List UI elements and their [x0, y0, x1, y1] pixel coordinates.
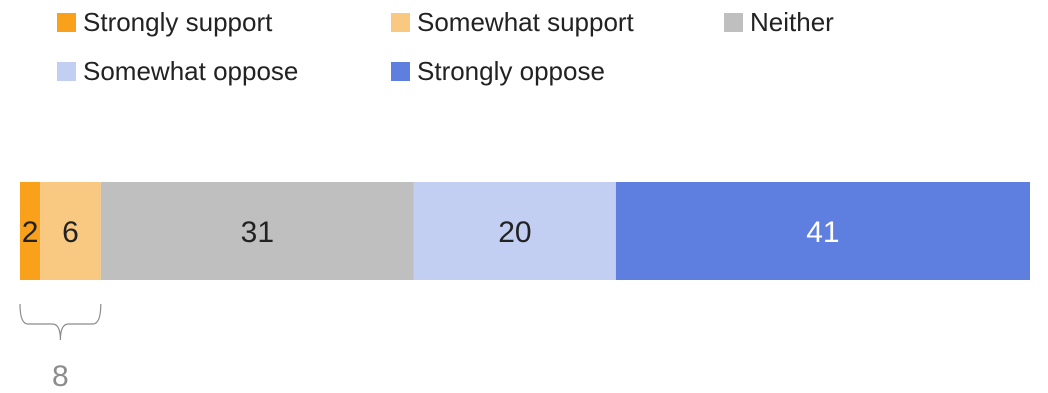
- legend-item-strongly-support: Strongly support: [57, 7, 273, 37]
- bar-segment-somewhat-support: [40, 182, 101, 280]
- legend-label-somewhat-support: Somewhat support: [417, 7, 635, 37]
- data-label-neither: 31: [241, 216, 274, 249]
- legend-label-strongly-oppose: Strongly oppose: [417, 56, 605, 86]
- bar-segment-neither: [100, 182, 414, 280]
- legend-item-neither: Neither: [724, 7, 834, 37]
- segment-value-labels: 2 6 31 20 41: [22, 216, 840, 249]
- legend-item-strongly-oppose: Strongly oppose: [391, 56, 605, 86]
- sum-bracket-annotation: 8: [19, 303, 102, 393]
- data-label-strongly-oppose: 41: [806, 216, 839, 249]
- chart-legend: Strongly support Somewhat support Neither S…: [57, 7, 834, 86]
- bar-segment-somewhat-oppose: [413, 182, 616, 280]
- bracket-sum-label: 8: [52, 360, 69, 393]
- data-label-somewhat-support: 6: [62, 216, 79, 249]
- data-label-strongly-support: 2: [22, 216, 39, 249]
- bar-segment-strongly-support: [20, 182, 41, 280]
- legend-label-neither: Neither: [750, 7, 834, 37]
- legend-swatch-somewhat-oppose: [57, 62, 76, 81]
- legend-swatch-somewhat-support: [391, 13, 410, 32]
- legend-swatch-strongly-support: [57, 13, 76, 32]
- legend-item-somewhat-oppose: Somewhat oppose: [57, 56, 298, 86]
- legend-swatch-strongly-oppose: [391, 62, 410, 81]
- bar-segment-strongly-oppose: [615, 182, 1030, 280]
- bar-segments: [20, 182, 1030, 280]
- legend-item-somewhat-support: Somewhat support: [391, 7, 635, 37]
- data-label-somewhat-oppose: 20: [498, 216, 531, 249]
- legend-label-strongly-support: Strongly support: [83, 7, 273, 37]
- legend-label-somewhat-oppose: Somewhat oppose: [83, 56, 298, 86]
- bracket-line: [19, 303, 102, 341]
- legend-swatch-neither: [724, 13, 743, 32]
